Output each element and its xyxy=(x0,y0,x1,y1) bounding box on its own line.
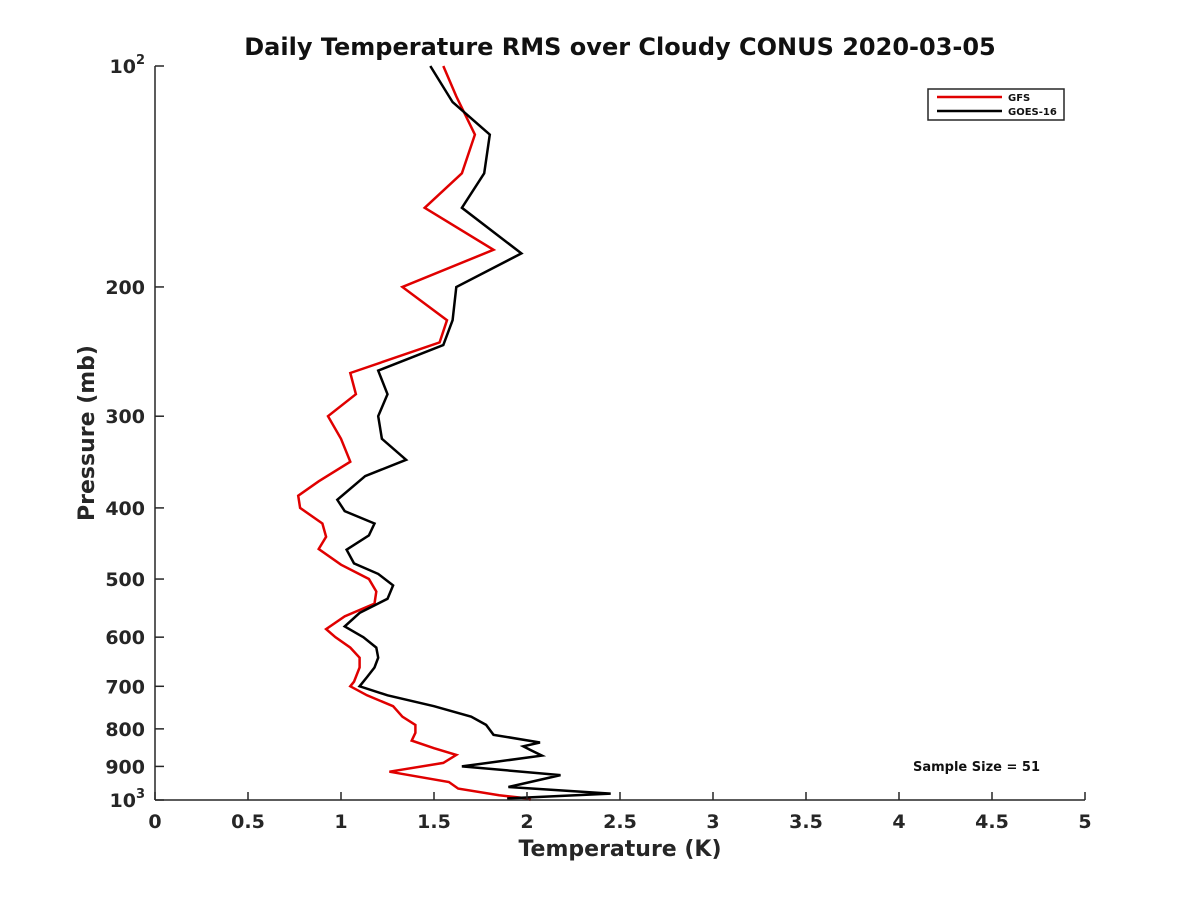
y-axis-label: Pressure (mb) xyxy=(75,345,100,521)
y-tick-label: 103 xyxy=(110,787,146,812)
y-tick-label: 600 xyxy=(105,627,145,649)
chart-title: Daily Temperature RMS over Cloudy CONUS … xyxy=(244,33,996,61)
legend-box xyxy=(927,88,1065,121)
legend: GFS GOES-16 xyxy=(927,88,1065,121)
series-layer xyxy=(296,65,611,802)
y-tick-label: 700 xyxy=(105,676,145,698)
y-tick-base: 10 xyxy=(110,56,136,78)
x-tick-label: 4 xyxy=(892,811,905,833)
x-tick-label: 2 xyxy=(520,811,533,833)
y-tick-exponent: 2 xyxy=(136,53,145,68)
y-tick-label: 400 xyxy=(105,498,145,520)
sample-size-annotation: Sample Size = 51 xyxy=(913,760,1040,775)
x-tick-label: 2.5 xyxy=(603,811,637,833)
series-line-gfs xyxy=(296,65,532,802)
y-tick-label: 900 xyxy=(105,756,145,778)
x-tick-label: 5 xyxy=(1078,811,1091,833)
y-tick-exponent: 3 xyxy=(136,787,145,802)
legend-label-gfs: GFS xyxy=(1008,93,1030,104)
series-line-goes-16 xyxy=(335,65,611,800)
y-tick-base: 10 xyxy=(110,790,136,812)
x-axis-label: Temperature (K) xyxy=(518,837,721,862)
y-tick-label: 500 xyxy=(105,569,145,591)
x-tick-label: 0 xyxy=(148,811,161,833)
x-tick-label: 1 xyxy=(334,811,347,833)
x-tick-label: 1.5 xyxy=(417,811,451,833)
x-tick-label: 3 xyxy=(706,811,719,833)
legend-label-goes16: GOES-16 xyxy=(1008,107,1057,118)
x-ticks: 0 0.5 1 1.5 2 2.5 3 3.5 4 4.5 5 xyxy=(148,792,1092,833)
y-tick-label: 300 xyxy=(105,406,145,428)
x-tick-label: 3.5 xyxy=(789,811,823,833)
x-tick-label: 0.5 xyxy=(231,811,265,833)
y-tick-label: 102 xyxy=(110,53,146,78)
x-tick-label: 4.5 xyxy=(975,811,1009,833)
y-tick-label: 200 xyxy=(105,277,145,299)
y-tick-label: 800 xyxy=(105,719,145,741)
